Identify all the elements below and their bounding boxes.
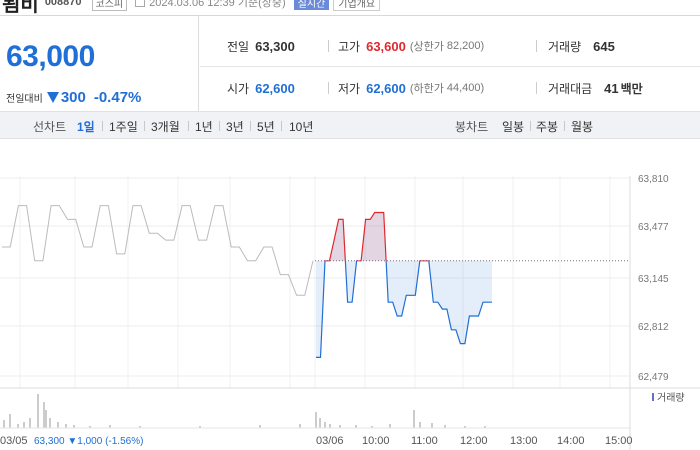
today-line-up xyxy=(324,211,430,261)
open-value: 62,600 xyxy=(255,80,295,96)
divider xyxy=(250,121,251,131)
y-tick-label: 63,145 xyxy=(638,274,669,285)
line-chart-label: 선차트 xyxy=(33,120,67,134)
candle-chart-label: 봉차트 xyxy=(455,120,489,134)
prev-close-label: 전일 xyxy=(227,39,250,54)
divider xyxy=(281,121,282,131)
y-tick-label: 63,477 xyxy=(638,222,669,233)
divider xyxy=(530,121,531,131)
divider xyxy=(328,82,329,94)
divider xyxy=(102,121,103,131)
upper-limit-value: 82,200) xyxy=(446,40,485,52)
current-price: 63,000 xyxy=(6,40,95,73)
divider xyxy=(536,82,537,94)
volume-legend-label: 거래량 xyxy=(657,392,685,404)
high-value: 63,600 xyxy=(366,38,406,54)
current-price-box: 63,000 전일대비 300 -0.47% xyxy=(0,16,199,118)
trade-amount-label: 거래대금 xyxy=(548,81,593,96)
change-value: 300 xyxy=(60,89,86,106)
tab-3month[interactable]: 3개월 xyxy=(151,120,180,134)
lower-limit-label: (하한가 xyxy=(409,83,444,95)
timestamp: 2024.03.06 12:39 기준(장중) xyxy=(149,0,286,9)
tab-3year[interactable]: 3년 xyxy=(226,120,244,134)
clock-icon xyxy=(135,0,146,7)
open-price: 시가 62,600 xyxy=(227,80,295,96)
x-tick-label: 11:00 xyxy=(411,435,438,447)
tab-weekly[interactable]: 주봉 xyxy=(536,120,559,134)
tab-5year[interactable]: 5년 xyxy=(257,120,275,134)
price-summary: 63,000 전일대비 300 -0.47% 전일 63,300 고가 63,6… xyxy=(0,15,700,118)
low-price: 저가 62,600 (하한가 44,400) xyxy=(338,80,484,96)
prev-day-line xyxy=(2,205,314,296)
tab-1week[interactable]: 1주일 xyxy=(109,120,138,134)
realtime-button[interactable]: 실시간 xyxy=(293,0,330,10)
divider xyxy=(564,121,565,131)
today-area-up xyxy=(316,212,492,261)
divider xyxy=(328,40,329,52)
today-line-down xyxy=(316,260,492,358)
x-tick-label: 03/06 xyxy=(316,435,344,447)
x-tick-label: 13:00 xyxy=(510,435,538,447)
y-tick-label: 62,479 xyxy=(638,372,669,383)
tab-daily[interactable]: 일봉 xyxy=(502,120,525,134)
stock-name: 됨비 xyxy=(2,0,39,16)
divider xyxy=(200,66,700,67)
tab-1year[interactable]: 1년 xyxy=(195,120,213,134)
divider xyxy=(536,40,537,52)
volume-value: 645 xyxy=(593,38,615,54)
market-badge: 코스피 xyxy=(91,0,128,11)
change-label: 전일대비 xyxy=(6,94,43,105)
x-tick-label: 12:00 xyxy=(460,435,488,447)
volume-legend-swatch xyxy=(652,393,654,401)
x-tick-label: 14:00 xyxy=(557,435,585,447)
high-label: 고가 xyxy=(338,39,361,54)
change-row: 전일대비 300 -0.47% xyxy=(6,89,141,106)
volume-label: 거래량 xyxy=(548,39,582,54)
chart-tabs: 선차트 1일 1주일 3개월 1년 3년 5년 10년 봉차트 일봉 주봉 월봉 xyxy=(0,111,700,139)
high-price: 고가 63,600 (상한가 82,200) xyxy=(338,38,484,54)
trade-amount-unit: 백만 xyxy=(620,81,643,96)
today-area-fill xyxy=(316,212,492,358)
footer-info: 63,300 ▼1,000 (-1.56%) xyxy=(34,436,143,447)
x-tick-label: 03/05 xyxy=(0,435,28,447)
divider xyxy=(188,121,189,131)
change-percent: -0.47% xyxy=(93,89,142,106)
stock-code: 008870 xyxy=(44,0,82,8)
divider xyxy=(219,121,220,131)
x-tick-label: 15:00 xyxy=(605,435,633,447)
stock-header: 됨비 008870 코스피 2024.03.06 12:39 기준(장중) 실시… xyxy=(0,0,700,16)
divider xyxy=(144,121,145,131)
trade-amount-value: 41 xyxy=(604,80,619,96)
company-overview-button[interactable]: 기업개요 xyxy=(333,0,381,11)
trade-amount: 거래대금 41 백만 xyxy=(548,80,643,96)
down-triangle-icon xyxy=(46,92,59,103)
volume: 거래량 645 xyxy=(548,38,615,54)
intraday-chart[interactable]: 63,810 63,477 63,145 62,812 62,479 거래량 03/05 03… xyxy=(0,140,700,450)
y-tick-label: 62,812 xyxy=(638,322,669,333)
open-label: 시가 xyxy=(227,81,250,96)
x-tick-label: 10:00 xyxy=(362,435,390,447)
plot-background xyxy=(0,176,700,450)
prev-close-value: 63,300 xyxy=(255,38,295,54)
low-value: 62,600 xyxy=(366,80,406,96)
upper-limit-label: (상한가 xyxy=(409,41,444,53)
low-label: 저가 xyxy=(338,81,361,96)
y-tick-label: 63,810 xyxy=(638,174,669,185)
tab-1day[interactable]: 1일 xyxy=(77,120,95,134)
tab-monthly[interactable]: 월봉 xyxy=(571,120,594,134)
tab-10year[interactable]: 10년 xyxy=(289,120,314,134)
lower-limit-value: 44,400) xyxy=(446,82,485,94)
prev-close: 전일 63,300 xyxy=(227,38,295,54)
